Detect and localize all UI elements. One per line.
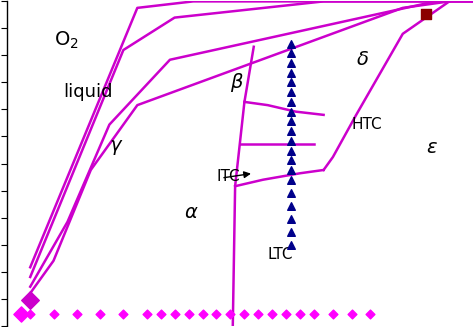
Text: O$_2$: O$_2$: [54, 30, 78, 51]
Point: [27, 312, 34, 317]
Point: [73, 312, 81, 317]
Point: [241, 312, 248, 317]
Point: [269, 312, 276, 317]
Point: [287, 229, 295, 234]
Point: [287, 158, 295, 163]
Point: [213, 312, 220, 317]
Text: $\delta$: $\delta$: [356, 50, 369, 69]
Point: [157, 312, 164, 317]
Point: [422, 12, 430, 17]
Point: [287, 190, 295, 195]
Point: [287, 80, 295, 85]
Point: [287, 177, 295, 182]
Point: [287, 119, 295, 124]
Point: [348, 312, 356, 317]
Text: $\varepsilon$: $\varepsilon$: [426, 138, 438, 157]
Point: [283, 312, 290, 317]
Point: [27, 297, 34, 302]
Text: $\gamma$: $\gamma$: [109, 138, 124, 157]
Point: [17, 312, 25, 317]
Point: [199, 312, 206, 317]
Point: [287, 203, 295, 208]
Point: [310, 312, 318, 317]
Point: [287, 216, 295, 221]
Point: [119, 312, 127, 317]
Point: [143, 312, 150, 317]
Point: [287, 242, 295, 247]
Text: ITC: ITC: [217, 169, 240, 184]
Point: [287, 148, 295, 153]
Point: [287, 51, 295, 56]
Point: [171, 312, 178, 317]
Point: [366, 312, 374, 317]
Point: [329, 312, 337, 317]
Point: [287, 167, 295, 173]
Text: $\beta$: $\beta$: [230, 71, 244, 94]
Text: liquid: liquid: [63, 83, 112, 101]
Point: [287, 129, 295, 134]
Point: [255, 312, 262, 317]
Point: [287, 99, 295, 105]
Point: [287, 60, 295, 66]
Point: [227, 312, 234, 317]
Text: HTC: HTC: [352, 117, 382, 132]
Point: [297, 312, 304, 317]
Point: [287, 109, 295, 114]
Point: [287, 90, 295, 95]
Point: [287, 138, 295, 144]
Point: [287, 70, 295, 75]
Point: [96, 312, 104, 317]
Text: LTC: LTC: [268, 247, 293, 262]
Text: $\alpha$: $\alpha$: [184, 203, 199, 222]
Point: [50, 312, 57, 317]
Point: [185, 312, 192, 317]
Point: [287, 41, 295, 46]
